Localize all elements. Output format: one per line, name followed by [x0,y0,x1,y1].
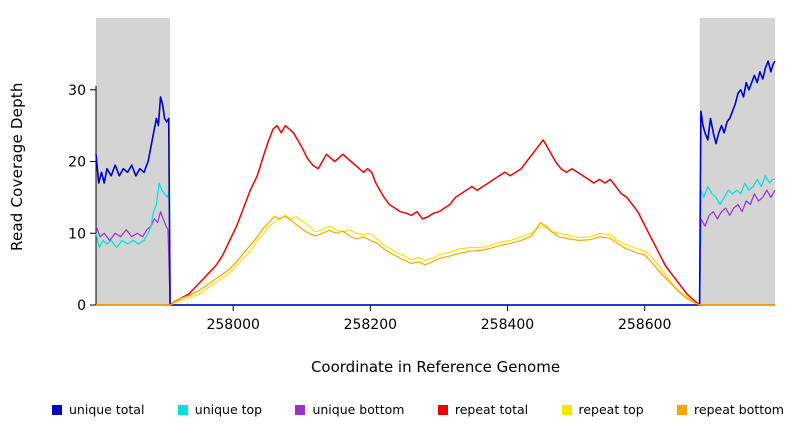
masked-region [699,18,775,305]
legend-item-repeat-total: repeat total [437,402,529,417]
legend-swatch [437,404,448,415]
legend-swatch [295,404,306,415]
x-axis-label: Coordinate in Reference Genome [310,358,561,376]
legend-swatch [561,404,572,415]
series-repeat-bottom [96,215,775,306]
legend-item-repeat-top: repeat top [561,402,644,417]
legend-swatch [177,404,188,415]
legend-swatch [677,404,688,415]
legend-label: repeat total [454,402,529,417]
legend-item-repeat-bottom: repeat bottom [677,402,784,417]
legend-label: repeat top [578,402,644,417]
plot-area: 258000 258200 258400 258600 0 10 20 30 [68,18,776,333]
legend-label: unique total [69,402,145,417]
legend-item-unique-top: unique top [177,402,263,417]
y-tick-label: 10 [68,226,86,242]
legend-swatch [52,404,62,415]
legend-label: unique top [194,402,263,417]
series-repeat-top [96,214,775,306]
series-unique-bottom [95,189,776,306]
x-tick-label: 258600 [618,317,671,333]
y-tick-label: 30 [68,83,86,99]
x-tick-label: 258200 [344,317,397,333]
y-tick-label: 20 [68,155,86,171]
legend-label: unique bottom [312,402,405,417]
x-tick-label: 258400 [481,317,534,333]
series-repeat-total [96,124,775,306]
masked-region [96,18,171,305]
legend: unique total unique top unique bottom repea… [52,402,784,417]
x-tick-label: 258000 [206,317,259,333]
series-unique-total [95,60,776,306]
y-tick-label: 0 [77,298,86,314]
legend-item-unique-bottom: unique bottom [295,402,405,417]
y-axis-label: Read Coverage Depth [8,82,26,252]
legend-item-unique-total: unique total [52,402,144,417]
legend-label: repeat bottom [694,402,784,417]
